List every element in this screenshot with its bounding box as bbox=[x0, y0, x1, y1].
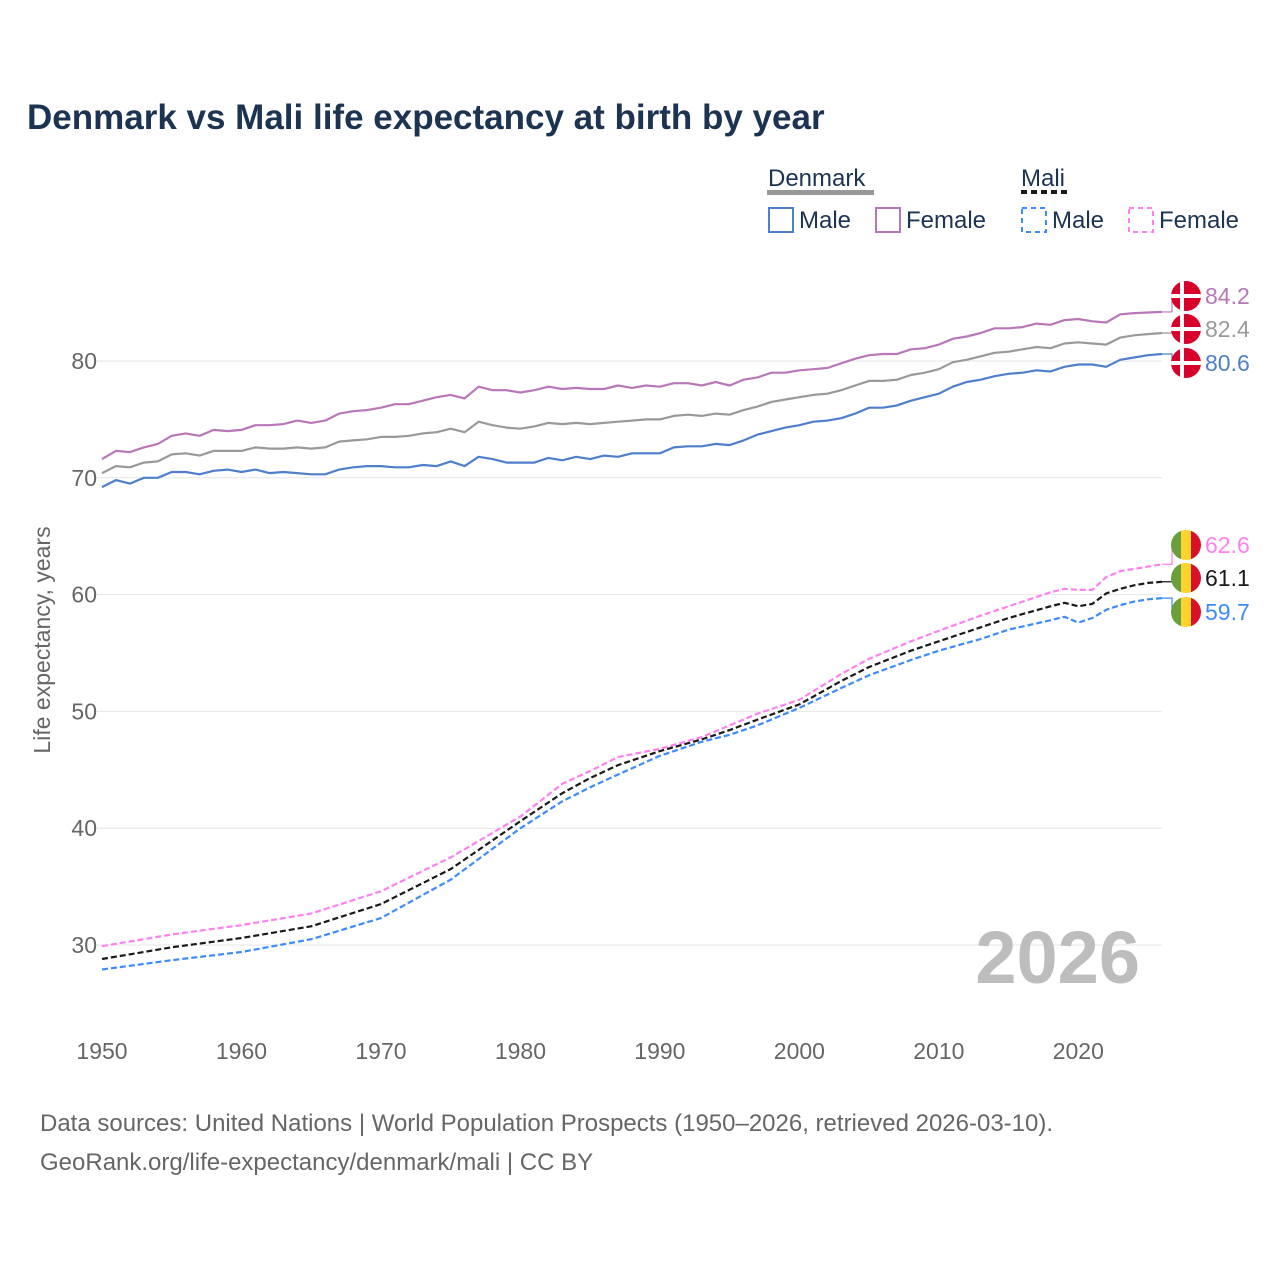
legend-mali-male-swatch bbox=[1021, 207, 1047, 233]
legend-mali-female[interactable]: Female bbox=[1159, 207, 1239, 234]
x-tick-label: 2000 bbox=[774, 1038, 825, 1064]
series-line-denmark-male[interactable] bbox=[101, 352, 1163, 489]
x-tick-label: 1950 bbox=[76, 1038, 127, 1064]
mali-flag-icon bbox=[1171, 530, 1201, 560]
denmark-flag-icon bbox=[1171, 281, 1201, 311]
end-value-label: 59.7 bbox=[1205, 599, 1250, 625]
mali-flag-icon bbox=[1171, 563, 1201, 593]
y-tick-label: 30 bbox=[71, 932, 97, 958]
series-line-denmark-female[interactable] bbox=[101, 310, 1163, 461]
mali-flag-icon bbox=[1171, 597, 1201, 627]
end-value-label: 84.2 bbox=[1205, 283, 1250, 309]
denmark-flag-icon bbox=[1171, 314, 1201, 344]
x-tick-label: 2010 bbox=[913, 1038, 964, 1064]
legend-mali-female-swatch bbox=[1128, 207, 1154, 233]
legend-denmark-male-swatch bbox=[768, 207, 794, 233]
y-axis-ticks: 30 40 50 60 70 80 bbox=[71, 348, 97, 958]
chart-title: Denmark vs Mali life expectancy at birth… bbox=[27, 98, 825, 137]
footer-link[interactable]: GeoRank.org/life-expectancy/denmark/mali… bbox=[40, 1149, 593, 1176]
series-line-mali[interactable] bbox=[101, 580, 1163, 961]
x-tick-label: 1960 bbox=[216, 1038, 267, 1064]
end-value-label: 82.4 bbox=[1205, 316, 1250, 342]
x-tick-label: 1980 bbox=[495, 1038, 546, 1064]
x-tick-label: 1990 bbox=[634, 1038, 685, 1064]
end-value-label: 61.1 bbox=[1205, 565, 1250, 591]
y-axis-label: Life expectancy, years bbox=[29, 526, 55, 753]
end-value-label: 80.6 bbox=[1205, 350, 1250, 376]
footer-sources: Data sources: United Nations | World Pop… bbox=[40, 1110, 1053, 1137]
series-line-mali-female[interactable] bbox=[101, 563, 1163, 948]
x-axis-ticks: 1950 1960 1970 1980 1990 2000 2010 2020 bbox=[76, 1038, 1103, 1064]
legend-mali-male[interactable]: Male bbox=[1052, 207, 1104, 234]
x-tick-label: 2020 bbox=[1053, 1038, 1104, 1064]
end-value-label: 62.6 bbox=[1205, 532, 1250, 558]
denmark-flag-icon bbox=[1171, 348, 1201, 378]
legend-denmark-swatch bbox=[767, 190, 874, 195]
series-line-denmark[interactable] bbox=[101, 331, 1163, 475]
legend: Denmark Male Female Mali Male Female bbox=[767, 165, 1239, 234]
y-tick-label: 80 bbox=[71, 348, 97, 374]
y-tick-label: 40 bbox=[71, 815, 97, 841]
year-watermark: 2026 bbox=[975, 916, 1140, 999]
series-line-mali-male[interactable] bbox=[101, 597, 1163, 971]
y-tick-label: 60 bbox=[71, 582, 97, 608]
y-tick-label: 50 bbox=[71, 698, 97, 724]
series-lines bbox=[101, 310, 1163, 971]
legend-denmark-male[interactable]: Male bbox=[799, 207, 851, 234]
legend-denmark-female-swatch bbox=[875, 207, 901, 233]
legend-group-denmark[interactable]: Denmark bbox=[768, 165, 866, 192]
legend-denmark-female[interactable]: Female bbox=[906, 207, 986, 234]
legend-group-mali[interactable]: Mali bbox=[1021, 165, 1065, 192]
x-tick-label: 1970 bbox=[355, 1038, 406, 1064]
end-labels: 84.2 82.4 80.6 62.6 61.1 59.7 bbox=[1162, 281, 1250, 627]
gridlines bbox=[95, 360, 1162, 946]
y-tick-label: 70 bbox=[71, 465, 97, 491]
